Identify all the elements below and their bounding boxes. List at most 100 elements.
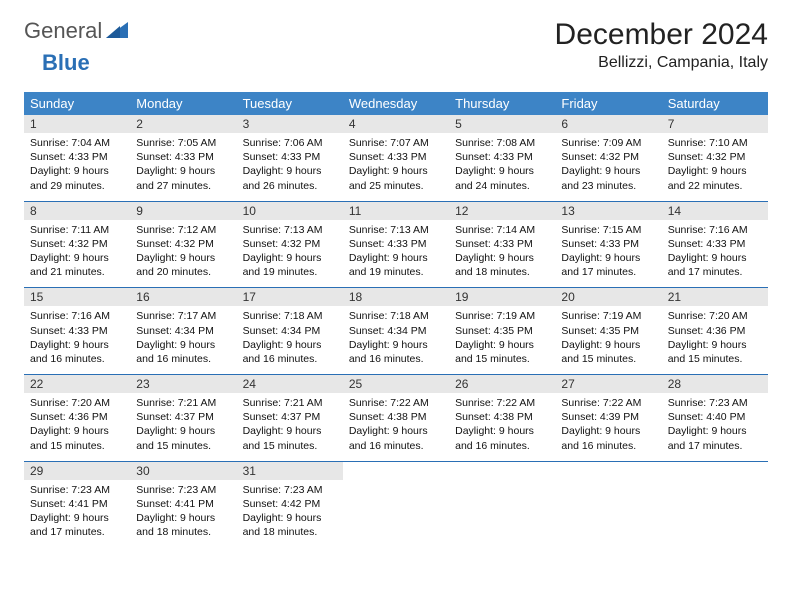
sunset-text: Sunset: 4:32 PM: [561, 150, 655, 164]
calendar-cell: 10Sunrise: 7:13 AMSunset: 4:32 PMDayligh…: [237, 201, 343, 288]
day-number: 7: [662, 115, 768, 133]
day-info: Sunrise: 7:04 AMSunset: 4:33 PMDaylight:…: [24, 133, 130, 201]
sunset-text: Sunset: 4:33 PM: [243, 150, 337, 164]
sunset-text: Sunset: 4:33 PM: [349, 150, 443, 164]
daylight-text: Daylight: 9 hours and 19 minutes.: [243, 251, 337, 279]
sunrise-text: Sunrise: 7:16 AM: [30, 309, 124, 323]
sunrise-text: Sunrise: 7:05 AM: [136, 136, 230, 150]
sunset-text: Sunset: 4:36 PM: [30, 410, 124, 424]
day-number: 19: [449, 288, 555, 306]
day-number: 22: [24, 375, 130, 393]
day-number: 4: [343, 115, 449, 133]
calendar-body: 1Sunrise: 7:04 AMSunset: 4:33 PMDaylight…: [24, 115, 768, 547]
calendar-cell: 24Sunrise: 7:21 AMSunset: 4:37 PMDayligh…: [237, 375, 343, 462]
sunrise-text: Sunrise: 7:16 AM: [668, 223, 762, 237]
sunset-text: Sunset: 4:39 PM: [561, 410, 655, 424]
sunrise-text: Sunrise: 7:23 AM: [136, 483, 230, 497]
day-info: Sunrise: 7:09 AMSunset: 4:32 PMDaylight:…: [555, 133, 661, 201]
day-info: Sunrise: 7:16 AMSunset: 4:33 PMDaylight:…: [662, 220, 768, 288]
sunrise-text: Sunrise: 7:22 AM: [349, 396, 443, 410]
sunrise-text: Sunrise: 7:23 AM: [243, 483, 337, 497]
day-info: Sunrise: 7:14 AMSunset: 4:33 PMDaylight:…: [449, 220, 555, 288]
calendar-cell: 16Sunrise: 7:17 AMSunset: 4:34 PMDayligh…: [130, 288, 236, 375]
day-info: Sunrise: 7:21 AMSunset: 4:37 PMDaylight:…: [130, 393, 236, 461]
calendar-cell: 28Sunrise: 7:23 AMSunset: 4:40 PMDayligh…: [662, 375, 768, 462]
sunset-text: Sunset: 4:33 PM: [136, 150, 230, 164]
sunrise-text: Sunrise: 7:13 AM: [349, 223, 443, 237]
day-number: 21: [662, 288, 768, 306]
daylight-text: Daylight: 9 hours and 23 minutes.: [561, 164, 655, 192]
daylight-text: Daylight: 9 hours and 18 minutes.: [455, 251, 549, 279]
daylight-text: Daylight: 9 hours and 22 minutes.: [668, 164, 762, 192]
daylight-text: Daylight: 9 hours and 19 minutes.: [349, 251, 443, 279]
calendar-cell: 1Sunrise: 7:04 AMSunset: 4:33 PMDaylight…: [24, 115, 130, 201]
day-number: 15: [24, 288, 130, 306]
day-info: Sunrise: 7:23 AMSunset: 4:42 PMDaylight:…: [237, 480, 343, 548]
daylight-text: Daylight: 9 hours and 21 minutes.: [30, 251, 124, 279]
day-info: Sunrise: 7:23 AMSunset: 4:40 PMDaylight:…: [662, 393, 768, 461]
calendar-cell: 31Sunrise: 7:23 AMSunset: 4:42 PMDayligh…: [237, 461, 343, 547]
day-info: Sunrise: 7:05 AMSunset: 4:33 PMDaylight:…: [130, 133, 236, 201]
sunset-text: Sunset: 4:36 PM: [668, 324, 762, 338]
day-number: 20: [555, 288, 661, 306]
sunrise-text: Sunrise: 7:19 AM: [561, 309, 655, 323]
sunset-text: Sunset: 4:40 PM: [668, 410, 762, 424]
daylight-text: Daylight: 9 hours and 16 minutes.: [561, 424, 655, 452]
day-number: 18: [343, 288, 449, 306]
sunrise-text: Sunrise: 7:15 AM: [561, 223, 655, 237]
daylight-text: Daylight: 9 hours and 16 minutes.: [30, 338, 124, 366]
sunrise-text: Sunrise: 7:22 AM: [455, 396, 549, 410]
weekday-head: Tuesday: [237, 92, 343, 115]
sunset-text: Sunset: 4:37 PM: [136, 410, 230, 424]
calendar-cell: 2Sunrise: 7:05 AMSunset: 4:33 PMDaylight…: [130, 115, 236, 201]
calendar-cell: 14Sunrise: 7:16 AMSunset: 4:33 PMDayligh…: [662, 201, 768, 288]
sunrise-text: Sunrise: 7:21 AM: [136, 396, 230, 410]
day-info: Sunrise: 7:23 AMSunset: 4:41 PMDaylight:…: [130, 480, 236, 548]
sunset-text: Sunset: 4:38 PM: [455, 410, 549, 424]
sunrise-text: Sunrise: 7:07 AM: [349, 136, 443, 150]
month-title: December 2024: [555, 18, 768, 52]
calendar-cell: 6Sunrise: 7:09 AMSunset: 4:32 PMDaylight…: [555, 115, 661, 201]
calendar-cell: 26Sunrise: 7:22 AMSunset: 4:38 PMDayligh…: [449, 375, 555, 462]
day-number: 17: [237, 288, 343, 306]
calendar-cell-empty: .: [343, 461, 449, 547]
daylight-text: Daylight: 9 hours and 16 minutes.: [243, 338, 337, 366]
sunset-text: Sunset: 4:32 PM: [136, 237, 230, 251]
weekday-head: Saturday: [662, 92, 768, 115]
daylight-text: Daylight: 9 hours and 15 minutes.: [136, 424, 230, 452]
sunset-text: Sunset: 4:34 PM: [349, 324, 443, 338]
day-info: Sunrise: 7:22 AMSunset: 4:38 PMDaylight:…: [343, 393, 449, 461]
sunrise-text: Sunrise: 7:14 AM: [455, 223, 549, 237]
day-number: 13: [555, 202, 661, 220]
sunrise-text: Sunrise: 7:17 AM: [136, 309, 230, 323]
sunrise-text: Sunrise: 7:11 AM: [30, 223, 124, 237]
day-number: 29: [24, 462, 130, 480]
day-info: Sunrise: 7:23 AMSunset: 4:41 PMDaylight:…: [24, 480, 130, 548]
sunset-text: Sunset: 4:33 PM: [30, 324, 124, 338]
logo-triangle-icon: [106, 20, 128, 43]
day-number: 30: [130, 462, 236, 480]
calendar-cell: 30Sunrise: 7:23 AMSunset: 4:41 PMDayligh…: [130, 461, 236, 547]
calendar-cell: 12Sunrise: 7:14 AMSunset: 4:33 PMDayligh…: [449, 201, 555, 288]
calendar-cell: 21Sunrise: 7:20 AMSunset: 4:36 PMDayligh…: [662, 288, 768, 375]
calendar-cell-empty: .: [662, 461, 768, 547]
sunset-text: Sunset: 4:32 PM: [30, 237, 124, 251]
day-info: Sunrise: 7:18 AMSunset: 4:34 PMDaylight:…: [237, 306, 343, 374]
sunrise-text: Sunrise: 7:09 AM: [561, 136, 655, 150]
sunrise-text: Sunrise: 7:21 AM: [243, 396, 337, 410]
day-info: Sunrise: 7:19 AMSunset: 4:35 PMDaylight:…: [555, 306, 661, 374]
sunrise-text: Sunrise: 7:19 AM: [455, 309, 549, 323]
day-info: Sunrise: 7:20 AMSunset: 4:36 PMDaylight:…: [662, 306, 768, 374]
sunset-text: Sunset: 4:32 PM: [243, 237, 337, 251]
sunrise-text: Sunrise: 7:04 AM: [30, 136, 124, 150]
daylight-text: Daylight: 9 hours and 26 minutes.: [243, 164, 337, 192]
sunrise-text: Sunrise: 7:18 AM: [349, 309, 443, 323]
sunrise-text: Sunrise: 7:18 AM: [243, 309, 337, 323]
logo-text-general: General: [24, 18, 102, 44]
header: General December 2024 Bellizzi, Campania…: [24, 18, 768, 72]
daylight-text: Daylight: 9 hours and 17 minutes.: [561, 251, 655, 279]
day-number: 27: [555, 375, 661, 393]
sunset-text: Sunset: 4:37 PM: [243, 410, 337, 424]
day-info: Sunrise: 7:18 AMSunset: 4:34 PMDaylight:…: [343, 306, 449, 374]
sunrise-text: Sunrise: 7:20 AM: [668, 309, 762, 323]
